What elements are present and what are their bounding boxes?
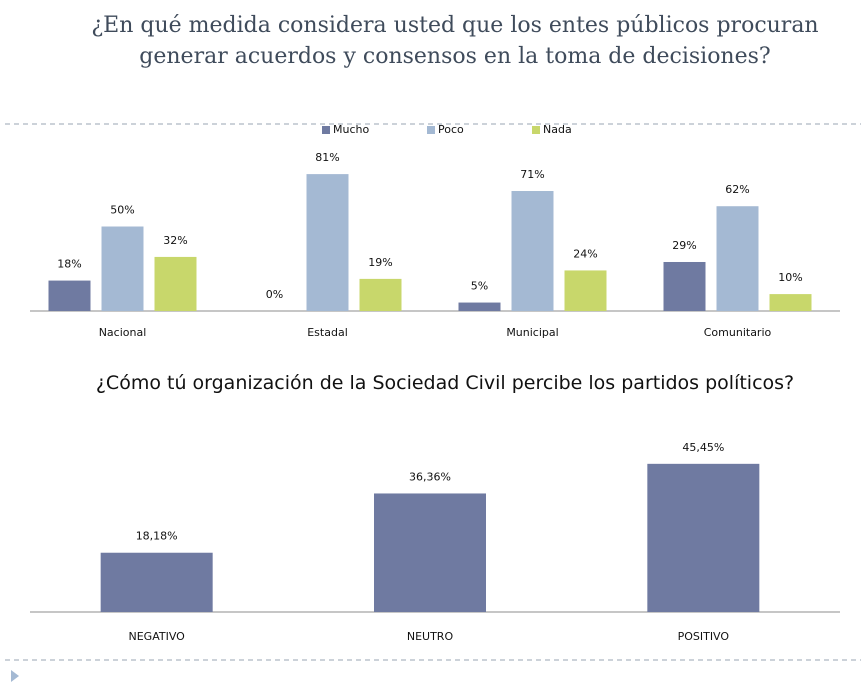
data-label: 29% (672, 239, 696, 252)
chart-title: ¿Cómo tú organización de la Sociedad Civ… (95, 372, 795, 394)
bar (511, 191, 554, 311)
bullet-icon (11, 670, 19, 682)
data-label: 5% (471, 280, 488, 293)
data-label: 19% (368, 256, 392, 269)
legend-swatch (532, 126, 540, 134)
legend-label: Poco (438, 123, 464, 136)
bar (458, 302, 501, 311)
x-tick-label: Comunitario (704, 326, 772, 339)
bar (101, 226, 144, 311)
x-tick-label: Estadal (307, 326, 348, 339)
data-label: 24% (573, 247, 597, 260)
legend-swatch (322, 126, 330, 134)
bar (48, 280, 91, 311)
data-label: 45,45% (682, 441, 724, 454)
bar (663, 261, 706, 311)
data-label: 10% (778, 271, 802, 284)
legend-label: Nada (543, 123, 572, 136)
data-label: 18% (57, 258, 81, 271)
data-label: 50% (110, 204, 134, 217)
data-label: 62% (725, 183, 749, 196)
bar (564, 270, 607, 311)
x-tick-label: Municipal (506, 326, 558, 339)
x-tick-label: POSITIVO (678, 630, 730, 643)
bar (647, 463, 760, 612)
legend-label: Mucho (333, 123, 369, 136)
bar (374, 493, 486, 612)
bar (359, 278, 402, 311)
bar (716, 206, 759, 311)
x-tick-label: Nacional (99, 326, 147, 339)
data-label: 36,36% (409, 470, 451, 483)
bar (769, 294, 812, 311)
bar (306, 174, 349, 311)
bar (154, 256, 197, 311)
data-label: 18,18% (136, 530, 178, 543)
x-tick-label: NEGATIVO (129, 630, 186, 643)
data-label: 81% (315, 151, 339, 164)
x-tick-label: NEUTRO (407, 630, 454, 643)
data-label: 71% (520, 168, 544, 181)
data-label: 32% (163, 234, 187, 247)
legend-swatch (427, 126, 435, 134)
chart-title: ¿En qué medida considera usted que los e… (91, 13, 819, 69)
bar (100, 552, 213, 612)
data-label: 0% (266, 288, 283, 301)
